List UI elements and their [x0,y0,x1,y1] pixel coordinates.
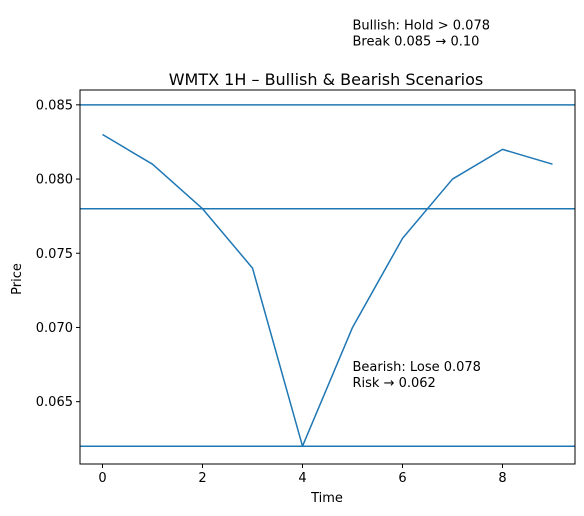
chart-title: WMTX 1H – Bullish & Bearish Scenarios [169,70,484,89]
plot-lines [80,104,575,447]
y-tick-label: 0.085 [36,98,73,113]
annotation-0-line-0: Bullish: Hold > 0.078 [353,18,490,33]
y-tick-label: 0.065 [36,395,73,410]
y-tick-label: 0.080 [36,173,73,188]
y-axis-label: Price [10,263,25,295]
plot-frame [79,89,576,465]
x-axis-ticks: 0 2 4 6 8 [98,464,507,486]
y-axis-ticks: 0.065 0.070 0.075 0.080 0.085 [36,98,80,410]
annotation-0-line-1: Break 0.085 → 0.10 [353,34,480,49]
x-tick-label: 2 [198,471,206,486]
annotation-1-line-0: Bearish: Lose 0.078 [353,360,481,375]
y-tick-label: 0.070 [36,321,73,336]
series-line-0 [102,133,553,447]
annotation-1-line-1: Risk → 0.062 [353,376,436,391]
y-tick-label: 0.075 [36,247,73,262]
x-tick-label: 0 [98,471,106,486]
x-axis-label: Time [310,491,343,506]
x-tick-label: 4 [298,471,306,486]
x-tick-label: 6 [398,471,406,486]
x-tick-label: 8 [498,471,506,486]
